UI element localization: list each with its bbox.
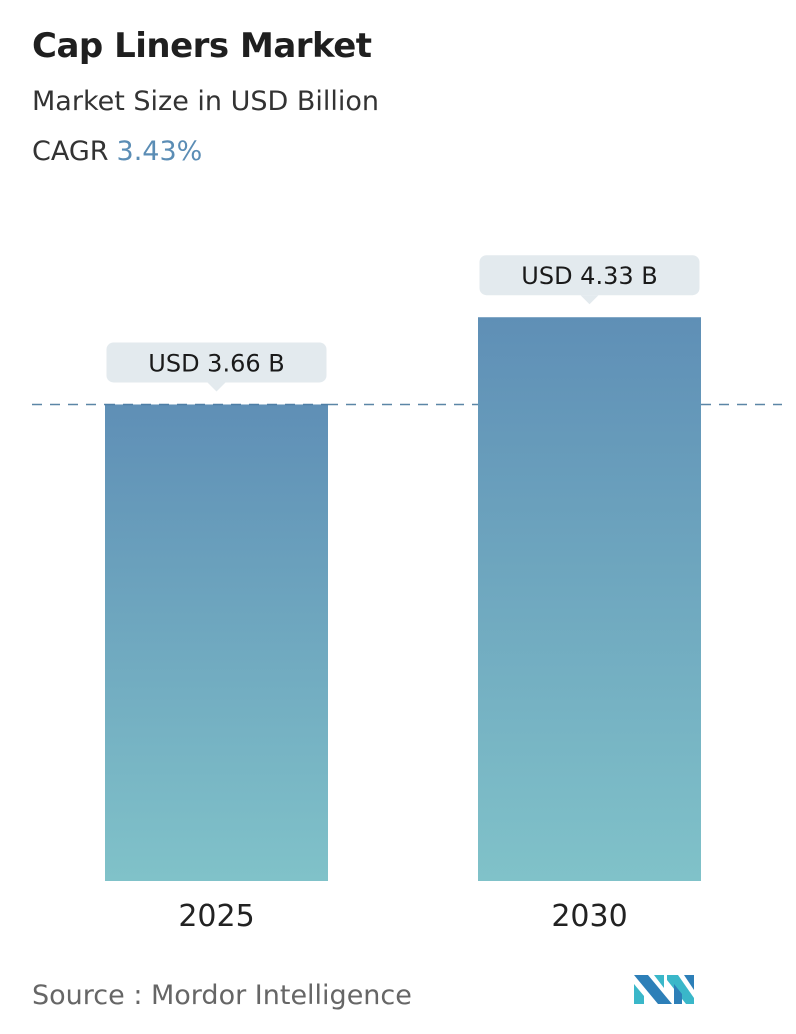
data-label-bg bbox=[106, 342, 327, 383]
cagr-value: 3.43% bbox=[116, 136, 203, 167]
data-label: USD 4.33 B bbox=[521, 262, 657, 290]
chart-subtitle: Market Size in USD Billion bbox=[32, 86, 380, 117]
x-tick-label: 2030 bbox=[551, 899, 627, 934]
bar-2025 bbox=[105, 404, 328, 881]
mordor-logo bbox=[634, 975, 694, 1004]
data-label-pointer bbox=[207, 382, 226, 392]
cagr: CAGR 3.43% bbox=[32, 136, 202, 167]
data-label-pointer bbox=[580, 295, 599, 305]
source-text: Source : Mordor Intelligence bbox=[32, 980, 412, 1011]
data-label-bg bbox=[479, 255, 700, 296]
data-label: USD 3.66 B bbox=[148, 349, 284, 377]
chart-title: Cap Liners Market bbox=[32, 26, 372, 66]
x-tick-label: 2025 bbox=[178, 899, 254, 934]
bar-2030 bbox=[478, 317, 701, 881]
cagr-label: CAGR bbox=[32, 136, 109, 167]
